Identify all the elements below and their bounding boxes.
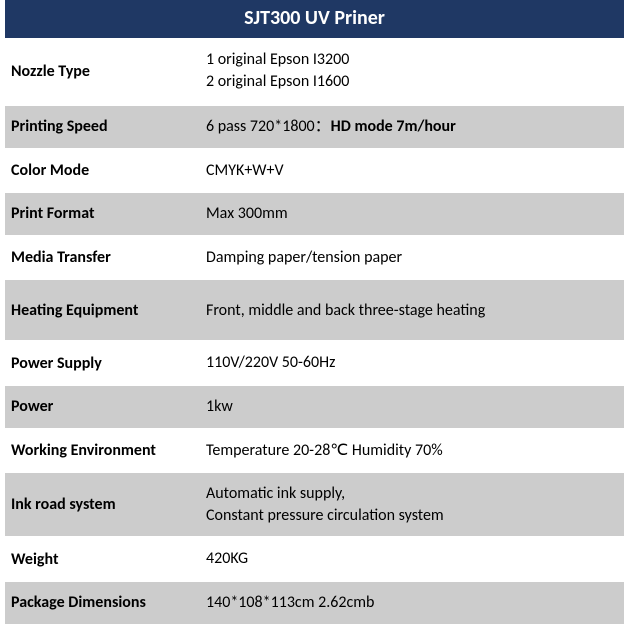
value-text: Temperature 20-28℃ Humidity 70% — [206, 440, 443, 462]
value-line: Constant pressure circulation system — [206, 505, 444, 527]
row-value: CMYK+W+V — [200, 150, 624, 192]
value-text: 110V/220V 50-60Hz — [206, 352, 335, 374]
table-row: Color Mode CMYK+W+V — [5, 150, 624, 194]
table-row: Media Transfer Damping paper/tension pap… — [5, 237, 624, 281]
row-value: Temperature 20-28℃ Humidity 70% — [200, 430, 624, 472]
row-label: Power — [5, 386, 200, 428]
value-text-bold: HD mode 7m/hour — [331, 117, 456, 136]
value-line: Automatic ink supply, — [206, 483, 444, 505]
value-text: 6 pass 720*1800： — [206, 117, 331, 136]
table-row: Working Environment Temperature 20-28℃ H… — [5, 430, 624, 474]
row-label: Print Format — [5, 193, 200, 235]
row-value: 420KG — [200, 538, 624, 580]
row-value: 1 original Epson I3200 2 original Epson … — [200, 38, 624, 104]
row-value: Damping paper/tension paper — [200, 237, 624, 279]
value-text: Damping paper/tension paper — [206, 247, 402, 269]
row-value: 110V/220V 50-60Hz — [200, 342, 624, 384]
table-row: Ink road system Automatic ink supply, Co… — [5, 473, 624, 538]
table-row: Print Format Max 300mm — [5, 193, 624, 237]
row-value: 140*108*113cm 2.62cmb — [200, 582, 624, 624]
value-text: 1kw — [206, 396, 233, 418]
table-row: Printing Speed 6 pass 720*1800：HD mode 7… — [5, 106, 624, 150]
value-line: 1 original Epson I3200 — [206, 49, 349, 71]
row-label: Heating Equipment — [5, 280, 200, 340]
row-label: Media Transfer — [5, 237, 200, 279]
row-value: Front, middle and back three-stage heati… — [200, 280, 624, 340]
spec-table: SJT300 UV Priner Nozzle Type 1 original … — [5, 0, 624, 626]
value-text: 140*108*113cm 2.62cmb — [206, 592, 374, 614]
value-text: 420KG — [206, 548, 248, 570]
table-title: SJT300 UV Priner — [5, 0, 624, 38]
row-label: Package Dimensions — [5, 582, 200, 624]
value-line: 2 original Epson I1600 — [206, 71, 349, 93]
row-label: Weight — [5, 538, 200, 580]
value-text: CMYK+W+V — [206, 160, 284, 182]
row-value: Max 300mm — [200, 193, 624, 235]
value-text: Max 300mm — [206, 203, 288, 225]
row-label: Printing Speed — [5, 106, 200, 148]
row-label: Ink road system — [5, 473, 200, 536]
row-value: 1kw — [200, 386, 624, 428]
row-value: 6 pass 720*1800：HD mode 7m/hour — [200, 106, 624, 148]
table-row: Nozzle Type 1 original Epson I3200 2 ori… — [5, 38, 624, 106]
table-row: Weight 420KG — [5, 538, 624, 582]
value-text: Front, middle and back three-stage heati… — [206, 300, 485, 322]
row-label: Power Supply — [5, 342, 200, 384]
row-label: Working Environment — [5, 430, 200, 472]
row-label: Nozzle Type — [5, 38, 200, 104]
table-row: Heating Equipment Front, middle and back… — [5, 280, 624, 342]
row-label: Color Mode — [5, 150, 200, 192]
table-row: Power 1kw — [5, 386, 624, 430]
table-row: Power Supply 110V/220V 50-60Hz — [5, 342, 624, 386]
row-value: Automatic ink supply, Constant pressure … — [200, 473, 624, 536]
